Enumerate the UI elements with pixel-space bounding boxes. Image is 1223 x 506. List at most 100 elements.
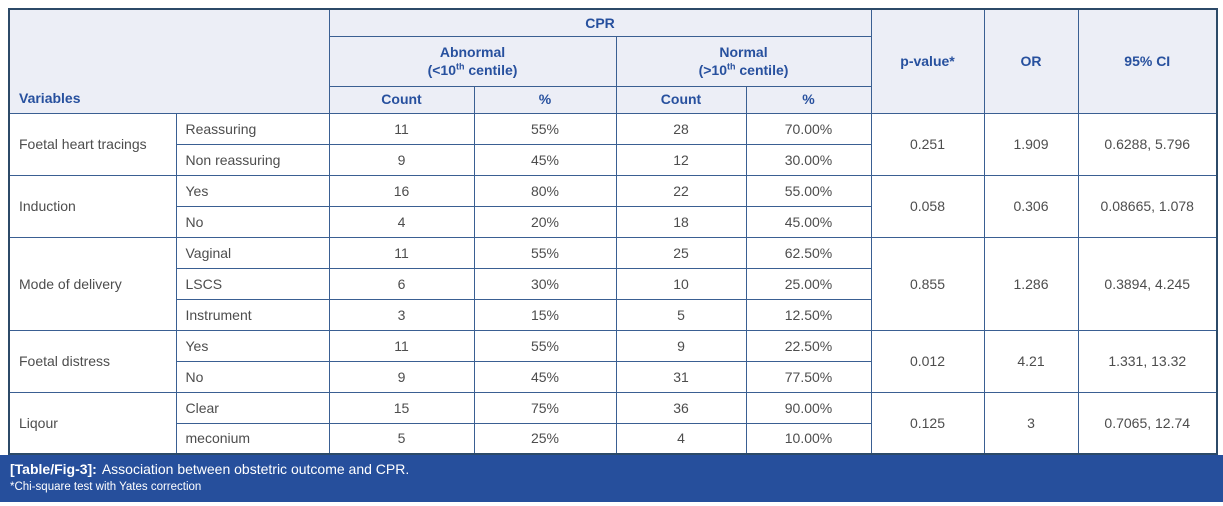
ci-cell: 0.08665, 1.078 xyxy=(1077,174,1218,238)
footnote: *Chi-square test with Yates correction xyxy=(10,480,202,493)
ci-cell: 0.3894, 4.245 xyxy=(1077,236,1218,331)
table-row: Mode of delivery Vaginal 11 55% 25 62.50… xyxy=(8,236,1218,331)
col-header-variables: Variables xyxy=(8,8,330,114)
normal-pct-cell: 77.50% xyxy=(745,360,872,393)
abnormal-title: Abnormal xyxy=(439,43,506,60)
col-header-normal: Normal (>10th centile) xyxy=(615,35,872,87)
normal-pct-cell: 25.00% xyxy=(745,267,872,300)
p-value-cell: 0.855 xyxy=(870,236,985,331)
col-header-normal-pct: % xyxy=(745,85,872,114)
abnormal-pct-cell: 80% xyxy=(473,174,617,207)
normal-count-cell: 9 xyxy=(615,329,747,362)
normal-pct-cell: 45.00% xyxy=(745,205,872,238)
table-row: No 4 20% 18 45.00% xyxy=(9,205,1217,238)
normal-pct-cell: 22.50% xyxy=(745,329,872,362)
normal-count-cell: 12 xyxy=(615,143,747,176)
abnormal-count-cell: 9 xyxy=(328,360,475,393)
normal-sub-suffix: centile) xyxy=(735,62,789,78)
abnormal-count-cell: 5 xyxy=(328,422,475,455)
category-cell: Yes xyxy=(175,329,330,362)
abnormal-pct-cell: 55% xyxy=(473,112,617,145)
results-table: Variables CPR p-value* OR 95% CI Abnorma… xyxy=(8,8,1218,455)
normal-pct-cell: 12.50% xyxy=(745,298,872,331)
table-row: Foetal heart tracings Reassuring 11 55% … xyxy=(8,112,1218,176)
category-cell: Instrument xyxy=(175,298,330,331)
table-caption-banner: [Table/Fig-3]: Association between obstet… xyxy=(0,455,1223,502)
p-value-cell: 0.058 xyxy=(870,174,985,238)
abnormal-sub-sup: th xyxy=(456,61,465,72)
normal-pct-cell: 55.00% xyxy=(745,174,872,207)
category-cell: Clear xyxy=(175,391,330,424)
abnormal-count-cell: 15 xyxy=(328,391,475,424)
category-cell: Yes xyxy=(175,174,330,207)
variable-cell: Foetal heart tracings xyxy=(8,112,177,176)
category-cell: LSCS xyxy=(175,267,330,300)
abnormal-pct-cell: 15% xyxy=(473,298,617,331)
normal-pct-cell: 30.00% xyxy=(745,143,872,176)
normal-title: Normal xyxy=(719,43,768,60)
abnormal-count-cell: 9 xyxy=(328,143,475,176)
normal-count-cell: 5 xyxy=(615,298,747,331)
abnormal-pct-cell: 55% xyxy=(473,329,617,362)
col-header-abnormal: Abnormal (<10th centile) xyxy=(328,35,617,87)
abnormal-sub-prefix: (<10 xyxy=(427,62,456,78)
p-value-cell: 0.125 xyxy=(870,391,985,455)
abnormal-count-cell: 3 xyxy=(328,298,475,331)
normal-sub-sup: th xyxy=(727,61,736,72)
abnormal-pct-cell: 25% xyxy=(473,422,617,455)
or-cell: 1.909 xyxy=(983,112,1079,176)
normal-count-cell: 25 xyxy=(615,236,747,269)
table-row: Liqour Clear 15 75% 36 90.00% 0.125 3 0.… xyxy=(8,391,1218,455)
col-header-or: OR xyxy=(983,8,1079,114)
col-header-ci: 95% CI xyxy=(1077,8,1218,114)
normal-sub-prefix: (>10 xyxy=(698,62,727,78)
abnormal-count-cell: 6 xyxy=(328,267,475,300)
abnormal-pct-cell: 30% xyxy=(473,267,617,300)
abnormal-count-cell: 11 xyxy=(328,329,475,362)
abnormal-pct-cell: 45% xyxy=(473,143,617,176)
category-cell: Reassuring xyxy=(175,112,330,145)
category-cell: No xyxy=(175,360,330,393)
or-cell: 1.286 xyxy=(983,236,1079,331)
p-value-cell: 0.251 xyxy=(870,112,985,176)
variable-cell: Liqour xyxy=(8,391,177,455)
abnormal-pct-cell: 45% xyxy=(473,360,617,393)
normal-count-cell: 31 xyxy=(615,360,747,393)
normal-count-cell: 10 xyxy=(615,267,747,300)
table-caption-text: Association between obstetric outcome an… xyxy=(101,461,410,477)
table-row: Foetal distress Yes 11 55% 9 22.50% 0.01… xyxy=(8,329,1218,393)
variable-cell: Foetal distress xyxy=(8,329,177,393)
category-cell: No xyxy=(175,205,330,238)
table-row: No 9 45% 31 77.50% xyxy=(9,360,1217,393)
variable-cell: Mode of delivery xyxy=(8,236,177,331)
table-caption-label: [Table/Fig-3]: xyxy=(10,461,97,477)
normal-count-cell: 28 xyxy=(615,112,747,145)
table-caption: [Table/Fig-3]: Association between obstet… xyxy=(10,460,1213,479)
normal-count-cell: 4 xyxy=(615,422,747,455)
abnormal-pct-cell: 55% xyxy=(473,236,617,269)
normal-count-cell: 18 xyxy=(615,205,747,238)
table-row: meconium 5 25% 4 10.00% xyxy=(9,422,1217,455)
abnormal-pct-cell: 75% xyxy=(473,391,617,424)
ci-cell: 0.7065, 12.74 xyxy=(1077,391,1218,455)
category-cell: Non reassuring xyxy=(175,143,330,176)
abnormal-count-cell: 11 xyxy=(328,236,475,269)
or-cell: 4.21 xyxy=(983,329,1079,393)
normal-pct-cell: 62.50% xyxy=(745,236,872,269)
normal-pct-cell: 10.00% xyxy=(745,422,872,455)
abnormal-count-cell: 16 xyxy=(328,174,475,207)
table-container: Variables CPR p-value* OR 95% CI Abnorma… xyxy=(8,8,1218,455)
normal-count-cell: 22 xyxy=(615,174,747,207)
abnormal-count-cell: 4 xyxy=(328,205,475,238)
col-header-cpr: CPR xyxy=(328,8,872,37)
ci-cell: 1.331, 13.32 xyxy=(1077,329,1218,393)
table-row: Induction Yes 16 80% 22 55.00% 0.058 0.3… xyxy=(8,174,1218,238)
or-cell: 3 xyxy=(983,391,1079,455)
table-row: Non reassuring 9 45% 12 30.00% xyxy=(9,143,1217,176)
normal-pct-cell: 90.00% xyxy=(745,391,872,424)
category-cell: Vaginal xyxy=(175,236,330,269)
normal-count-cell: 36 xyxy=(615,391,747,424)
col-header-p-value: p-value* xyxy=(870,8,985,114)
abnormal-sub-suffix: centile) xyxy=(464,62,518,78)
